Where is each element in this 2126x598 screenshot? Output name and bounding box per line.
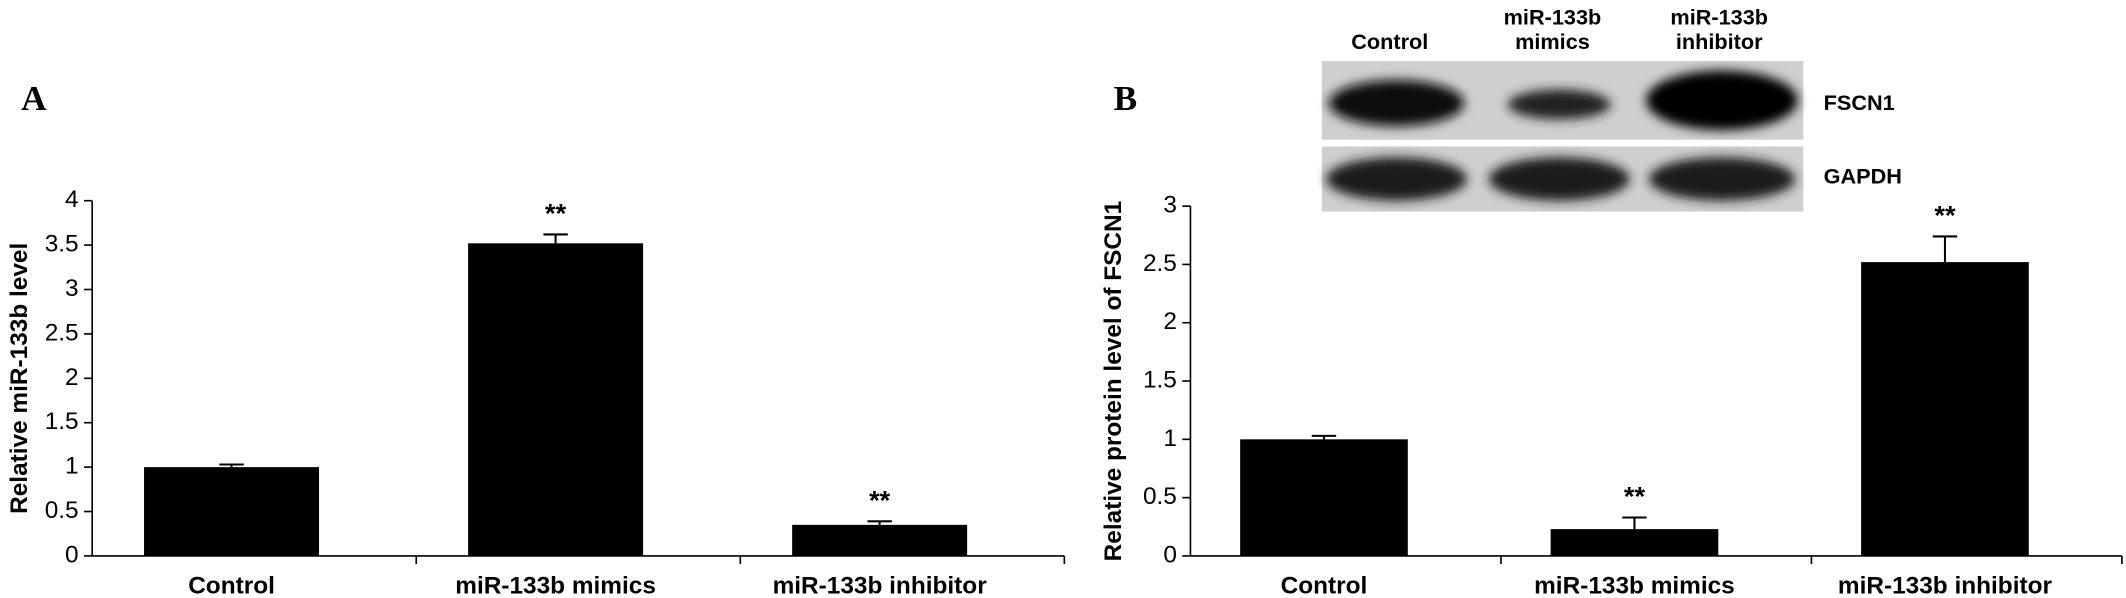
blot-band [1328, 80, 1465, 127]
panel-label: B [1114, 79, 1138, 118]
bar [792, 524, 968, 556]
error-bar [867, 520, 892, 525]
x-tick-label: miR-133b mimics [455, 573, 656, 598]
band-label: FSCN1 [1824, 90, 1895, 115]
y-tick-label: 2 [1163, 308, 1177, 335]
bar [1550, 529, 1719, 556]
y-tick-label: 2.5 [45, 319, 79, 346]
y-tick-label: 2 [65, 364, 79, 391]
error-bar [1622, 516, 1647, 530]
blot-band [1507, 89, 1611, 120]
lane-label: miR-133b [1670, 5, 1768, 30]
panel-label: A [21, 79, 47, 118]
significance-label: ** [545, 198, 567, 229]
significance-label: ** [869, 484, 891, 515]
y-tick-label: 1.5 [1143, 366, 1177, 393]
x-tick-label: Control [188, 573, 275, 598]
y-axis-label: Relative miR-133b level [6, 243, 33, 514]
x-tick-label: miR-133b inhibitor [773, 573, 988, 598]
y-tick-label: 3.5 [45, 231, 79, 258]
blot-band [1646, 70, 1798, 131]
y-tick-label: 1 [65, 453, 79, 480]
y-axis-label: Relative protein level of FSCN1 [1100, 201, 1127, 562]
bar [1861, 262, 2029, 556]
x-tick-label: miR-133b mimics [1534, 573, 1735, 598]
lane-label: Control [1351, 29, 1428, 54]
error-bar [543, 233, 568, 244]
lane-label: miR-133b [1504, 5, 1602, 30]
lane-label: inhibitor [1676, 29, 1763, 54]
y-tick-label: 3 [1163, 192, 1177, 219]
error-bar [1311, 434, 1337, 440]
y-tick-label: 0.5 [45, 497, 79, 524]
significance-label: ** [1624, 481, 1646, 512]
y-tick-label: 1 [1163, 425, 1177, 452]
y-tick-label: 3 [65, 275, 79, 302]
bar [468, 243, 644, 556]
error-bar [219, 463, 244, 468]
western-blot [1321, 61, 1804, 212]
y-tick-label: 4 [65, 186, 79, 213]
bar [1240, 439, 1408, 556]
y-tick-label: 0.5 [1143, 483, 1177, 510]
y-tick-label: 2.5 [1143, 250, 1177, 277]
blot-band [1488, 157, 1630, 201]
significance-label: ** [1934, 200, 1956, 231]
lane-label: mimics [1515, 29, 1590, 54]
y-tick-label: 0 [1163, 541, 1177, 568]
blot-band [1326, 157, 1468, 201]
x-tick-label: miR-133b inhibitor [1838, 573, 2053, 598]
bar [144, 467, 320, 556]
y-tick-label: 1.5 [45, 408, 79, 435]
y-tick-label: 0 [65, 541, 79, 568]
x-tick-label: Control [1281, 573, 1368, 598]
error-bar [1932, 235, 1958, 263]
band-label: GAPDH [1824, 163, 1902, 188]
blot-band [1648, 157, 1796, 201]
